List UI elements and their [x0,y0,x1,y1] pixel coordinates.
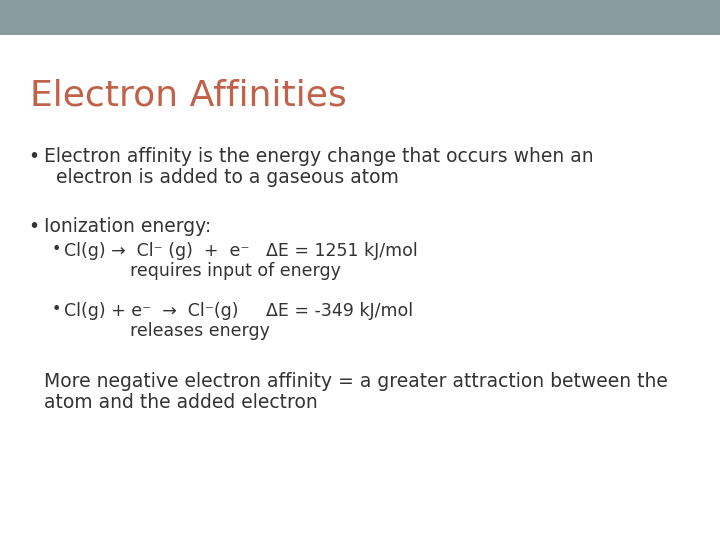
Text: •: • [52,242,61,257]
Text: electron is added to a gaseous atom: electron is added to a gaseous atom [44,168,399,187]
Text: Cl(g) →  Cl⁻ (g)  +  e⁻   ΔE = 1251 kJ/mol: Cl(g) → Cl⁻ (g) + e⁻ ΔE = 1251 kJ/mol [64,242,418,260]
Text: Electron affinity is the energy change that occurs when an: Electron affinity is the energy change t… [44,147,593,166]
Text: Cl(g) + e⁻  →  Cl⁻(g)     ΔE = -349 kJ/mol: Cl(g) + e⁻ → Cl⁻(g) ΔE = -349 kJ/mol [64,302,413,320]
Text: More negative electron affinity = a greater attraction between the: More negative electron affinity = a grea… [44,372,668,391]
Text: releases energy: releases energy [130,322,270,340]
Bar [0,0,720,35]
Text: •: • [28,217,39,236]
Text: •: • [28,147,39,166]
Text: atom and the added electron: atom and the added electron [44,393,318,412]
Text: Electron Affinities: Electron Affinities [30,78,347,112]
Text: Ionization energy:: Ionization energy: [44,217,211,236]
Text: requires input of energy: requires input of energy [130,262,341,280]
Text: •: • [52,302,61,317]
